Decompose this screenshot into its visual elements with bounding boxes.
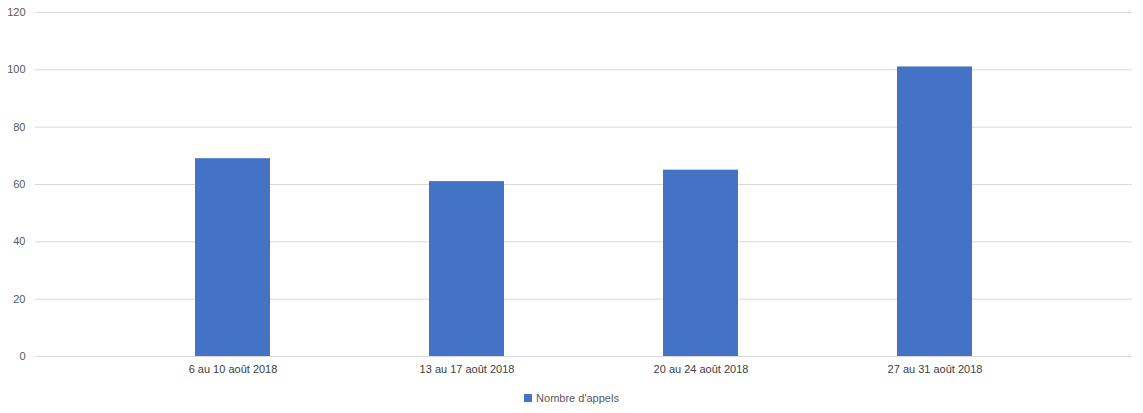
svg-text:120: 120 (7, 6, 25, 18)
svg-text:60: 60 (13, 178, 25, 190)
svg-text:27 au 31 août 2018: 27 au 31 août 2018 (888, 363, 983, 375)
svg-text:20 au 24 août 2018: 20 au 24 août 2018 (654, 363, 749, 375)
html-text:Nombre d'appels: Nombre d'appels (536, 392, 619, 404)
svg-text:6 au 10 août 2018: 6 au 10 août 2018 (189, 363, 278, 375)
svg-text:40: 40 (13, 235, 25, 247)
svg-text:0: 0 (19, 350, 25, 362)
svg-text:13 au 17 août 2018: 13 au 17 août 2018 (420, 363, 515, 375)
svg-text:20: 20 (13, 293, 25, 305)
svg-text:80: 80 (13, 121, 25, 133)
svg-text:100: 100 (7, 63, 25, 75)
